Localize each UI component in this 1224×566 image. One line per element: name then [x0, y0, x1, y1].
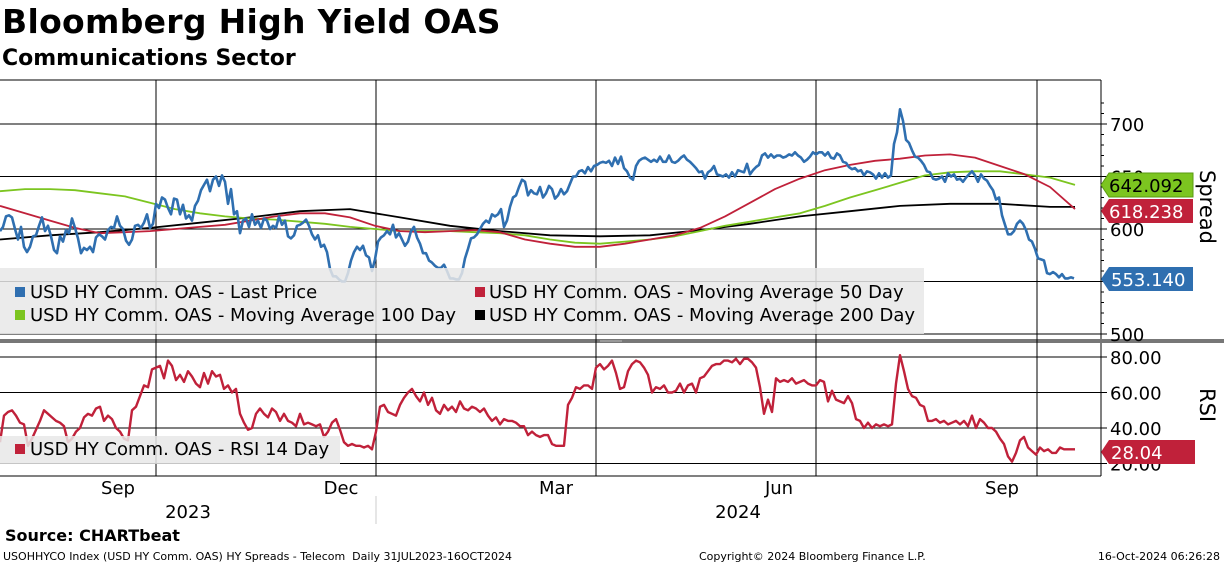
tag-ma50: 618.238: [1101, 199, 1193, 223]
legend-swatch-ma200: [475, 310, 485, 320]
x-label-sep-2024: Sep: [985, 478, 1019, 499]
chart-subtitle: Communications Sector: [2, 46, 296, 71]
series-line-rsi: [0, 354, 1075, 463]
chart-title: Bloomberg High Yield OAS: [2, 2, 501, 41]
legend-label-last-price: USD HY Comm. OAS - Last Price: [30, 282, 317, 303]
tag-rsi-value: 28.04: [1111, 443, 1163, 464]
legend-swatch-ma50: [475, 287, 485, 297]
ytick-label-top-600: 600: [1110, 220, 1144, 241]
spread-series: [0, 108, 1076, 283]
tag-rsi: 28.04: [1101, 440, 1195, 464]
y-axis-title-rsi: RSI: [1195, 388, 1219, 422]
x-label-dec: Dec: [324, 478, 359, 499]
series-line-ma50: [0, 153, 1076, 248]
tag-ma100-value: 642.092: [1109, 176, 1183, 197]
rsi-series: [0, 354, 1075, 463]
x-label-sep-2023: Sep: [101, 478, 135, 499]
legend-swatch-ma100: [15, 310, 25, 320]
bottom-legend-box: [0, 436, 340, 464]
x-year-2024: 2024: [715, 502, 761, 523]
ytick-label-top-700: 700: [1110, 115, 1144, 136]
series-line-last-price: [0, 108, 1075, 283]
source-note: Source: CHARTbeat: [5, 526, 180, 545]
footer-ticker-info: USOHHYCO Index (USD HY Comm. OAS) HY Spr…: [3, 550, 512, 563]
tag-last-price-value: 553.140: [1111, 270, 1185, 291]
legend-label-ma200: USD HY Comm. OAS - Moving Average 200 Da…: [489, 305, 915, 326]
series-line-ma200: [0, 202, 1075, 241]
legend-swatch-rsi: [15, 444, 25, 454]
legend-swatch-last-price: [15, 287, 25, 297]
footer-copyright: Copyright© 2024 Bloomberg Finance L.P.: [699, 550, 926, 563]
tag-ma100: 642.092: [1100, 172, 1194, 198]
ytick-label-bottom-40: 40.00: [1110, 419, 1162, 440]
x-year-2023: 2023: [165, 502, 211, 523]
x-label-jun: Jun: [764, 478, 793, 499]
tag-last-price: 553.140: [1101, 267, 1193, 291]
x-label-mar: Mar: [539, 478, 574, 499]
top-legend-box: [0, 268, 924, 334]
ytick-label-top-500: 500: [1110, 325, 1144, 346]
tag-ma50-value: 618.238: [1109, 202, 1183, 223]
ytick-label-bottom-60: 60.00: [1110, 384, 1162, 405]
ytick-label-bottom-80: 80.00: [1110, 348, 1162, 369]
footer-timestamp: 16-Oct-2024 06:26:28: [1097, 550, 1220, 563]
y-axis-title-spread: Spread: [1195, 170, 1219, 244]
legend-label-ma50: USD HY Comm. OAS - Moving Average 50 Day: [489, 282, 904, 303]
legend-label-rsi: USD HY Comm. OAS - RSI 14 Day: [30, 439, 330, 460]
series-line-ma100: [0, 170, 1076, 245]
legend-label-ma100: USD HY Comm. OAS - Moving Average 100 Da…: [30, 305, 456, 326]
